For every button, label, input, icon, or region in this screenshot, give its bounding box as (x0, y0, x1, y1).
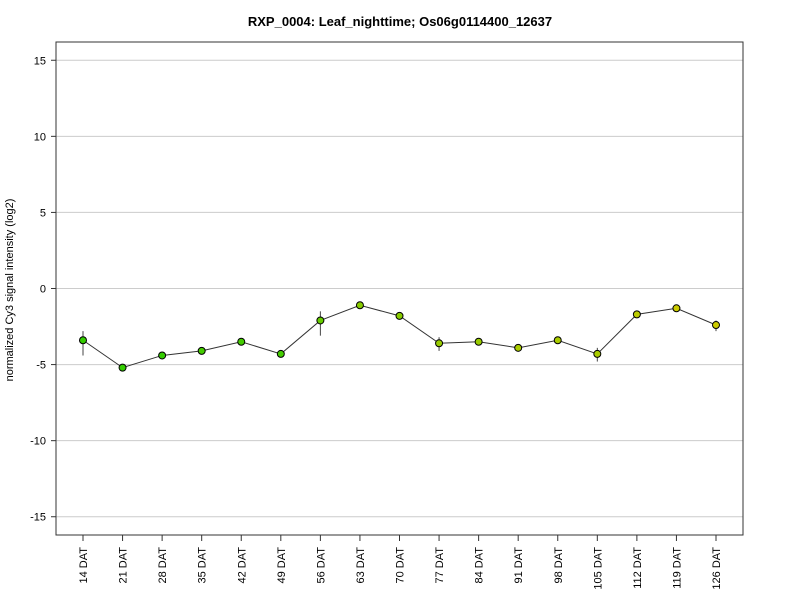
data-point (514, 343, 523, 352)
data-point (316, 316, 325, 325)
x-tick-label: 14 DAT (78, 547, 90, 584)
data-point (79, 336, 87, 345)
data-point (672, 304, 681, 313)
y-tick-label: -15 (30, 512, 46, 524)
data-point (158, 351, 167, 360)
x-tick-label: 70 DAT (395, 547, 407, 584)
x-tick-label: 112 DAT (632, 547, 644, 589)
data-point (553, 336, 562, 345)
data-point (712, 321, 720, 330)
x-tick-label: 119 DAT (671, 547, 683, 589)
x-tick-label: 49 DAT (276, 547, 288, 584)
y-tick-label: 5 (40, 207, 46, 219)
plot-frame (55, 41, 744, 536)
x-tick-label: 28 DAT (157, 547, 169, 584)
y-tick-label: -5 (36, 360, 46, 372)
x-tick-label: 126 DAT (711, 547, 723, 590)
data-point (237, 337, 246, 346)
data-point (435, 339, 444, 348)
x-tick-label: 21 DAT (118, 547, 130, 584)
x-tick-label: 63 DAT (355, 547, 367, 584)
y-tick-label: -10 (30, 436, 46, 448)
x-tick-label: 35 DAT (197, 547, 209, 584)
x-tick-label: 42 DAT (236, 547, 248, 584)
data-point (395, 311, 404, 320)
gridlines (56, 59, 743, 518)
x-axis: 14 DAT 21 DAT 28 DAT 35 DAT 42 DAT 49 DAT 56 D… (78, 535, 723, 590)
x-tick-label: 56 DAT (315, 547, 327, 584)
data-point (197, 346, 206, 355)
y-tick-label: 15 (34, 55, 46, 67)
chart-title: RXP_0004: Leaf_nighttime; Os06g0114400_1… (248, 14, 552, 29)
y-axis: 15 10 5 0 -5 -10 -15 (30, 55, 56, 524)
y-tick-label: 0 (40, 284, 46, 296)
y-tick-label: 10 (34, 131, 46, 143)
data-point (593, 349, 602, 358)
data-points (79, 301, 720, 372)
x-tick-label: 105 DAT (592, 547, 604, 590)
data-point (632, 310, 641, 319)
data-point (118, 363, 127, 372)
y-axis-label: normalized Cy3 signal intensity (log2) (4, 199, 16, 382)
x-tick-label: 91 DAT (513, 547, 525, 584)
x-tick-label: 77 DAT (434, 547, 446, 584)
x-tick-label: 98 DAT (553, 547, 565, 584)
data-point (355, 301, 364, 310)
data-point (474, 337, 483, 346)
data-point (276, 349, 285, 358)
x-tick-label: 84 DAT (474, 547, 486, 584)
